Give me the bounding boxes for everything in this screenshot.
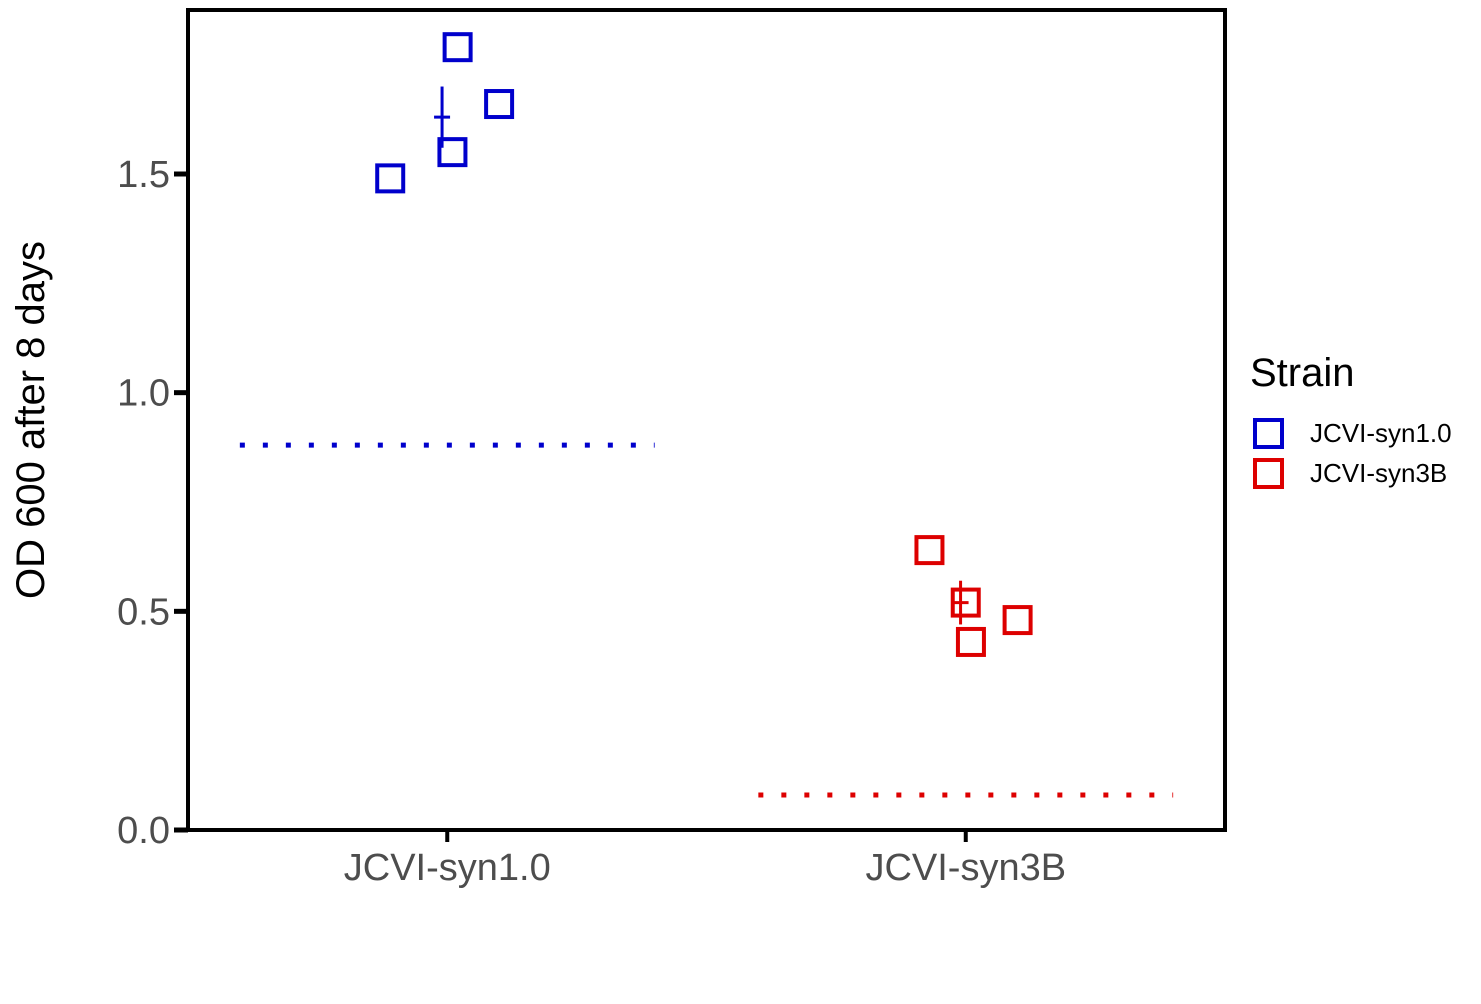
x-tick-label: JCVI-syn1.0 <box>344 847 551 889</box>
legend-key <box>1253 458 1284 489</box>
legend-title: Strain <box>1250 351 1355 395</box>
legend-label: JCVI-syn3B <box>1310 458 1447 488</box>
legend-label: JCVI-syn1.0 <box>1310 418 1452 448</box>
x-tick-label: JCVI-syn3B <box>865 847 1066 889</box>
y-axis-title: OD 600 after 8 days <box>9 241 53 599</box>
data-point <box>484 89 515 120</box>
data-point <box>1002 605 1033 636</box>
legend-key <box>1253 418 1284 449</box>
legend: Strain JCVI-syn1.0 JCVI-syn3B <box>1250 351 1452 489</box>
x-axis: JCVI-syn1.0 JCVI-syn3B <box>344 830 1066 889</box>
data-point <box>375 163 406 194</box>
data-point <box>914 535 945 566</box>
data-marks <box>375 32 1033 657</box>
y-axis: 0.0 0.5 1.0 1.5 <box>117 154 188 852</box>
y-tick-label: 0.5 <box>117 591 170 633</box>
y-tick-label: 1.0 <box>117 373 170 415</box>
data-point <box>442 32 473 63</box>
data-point <box>437 137 468 168</box>
data-point <box>955 626 986 657</box>
plot-panel-border <box>186 8 1227 832</box>
y-tick-label: 0.0 <box>117 810 170 852</box>
reference-lines <box>239 442 1174 798</box>
y-tick-label: 1.5 <box>117 154 170 196</box>
